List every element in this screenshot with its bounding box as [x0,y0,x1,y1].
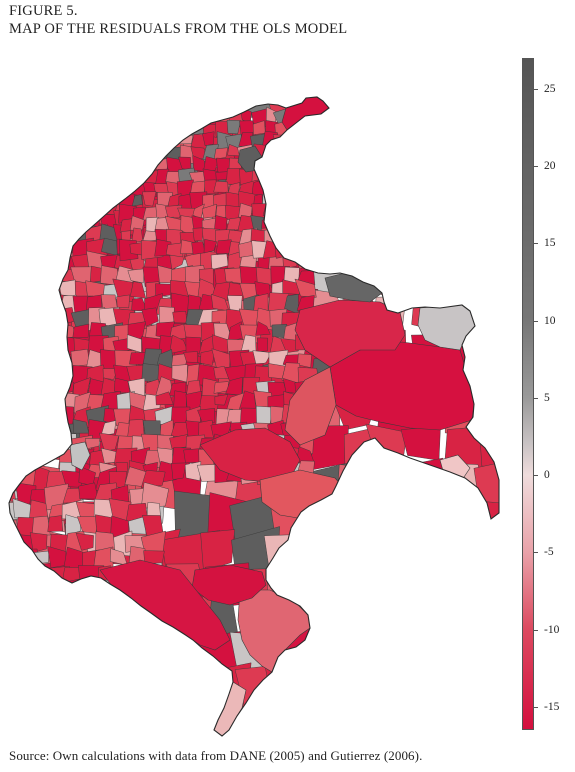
legend-tick-label: 5 [544,391,550,404]
municipality-cell [72,323,90,338]
municipality-cell [185,336,202,354]
legend-tick-label: -15 [544,700,560,713]
municipality-cell [165,242,184,258]
legend-tick-label: 20 [544,160,556,173]
municipality-cell [256,337,269,352]
municipality-cell [128,516,147,535]
legend-tick-mark [534,320,538,322]
legend-tick-label: 10 [544,314,556,327]
municipality-cell [253,293,269,313]
municipality-cell [184,461,202,481]
legend-tick-label: 15 [544,237,556,250]
legend-tick-mark [534,243,538,245]
municipality-cell [214,394,229,406]
legend-tick-mark [534,706,538,708]
region-vichada-west [284,366,337,446]
municipality-cell [129,242,144,256]
municipality-cell [197,408,216,423]
municipality-cell [200,349,216,366]
municipality-cell [65,514,82,536]
choropleth-map [0,50,500,740]
legend-tick-mark [534,552,538,554]
municipality-cell [202,156,219,173]
municipality-cell [183,448,202,464]
municipality-cell [29,532,48,553]
municipality-cell [100,420,117,437]
municipality-cell [215,171,229,181]
municipality-cell [141,307,159,327]
municipality-cell [280,338,299,353]
municipality-cell [31,515,51,536]
legend-tick-label: 0 [544,469,550,482]
municipality-cell [171,462,187,480]
municipality-cell [142,191,157,207]
municipality-cell [214,215,228,232]
legend-tick-mark [534,166,538,168]
legend-tick-label: -5 [544,546,554,559]
municipality-cell [282,279,301,295]
municipality-cell [192,227,205,242]
municipality-cell [183,351,198,363]
municipality-cell [297,353,312,368]
municipality-cell [129,215,145,231]
figure-title: MAP OF THE RESIDUALS FROM THE OLS MODEL [9,21,348,37]
municipality-cell [213,147,228,160]
municipality-cell [201,203,217,219]
figure-label: FIGURE 5. [9,3,78,19]
legend-tick-mark [534,397,538,399]
region-gray-west [69,441,91,471]
municipality-cell [116,294,130,309]
legend-tick-mark [534,629,538,631]
municipality-cell [47,515,64,532]
municipality-cell [169,322,188,340]
municipality-cell [84,438,101,449]
municipality-cell [255,321,271,336]
municipality-cell [120,230,131,242]
region-meta-central [199,427,301,483]
municipality-cell [294,278,317,298]
municipality-cell [213,180,229,193]
legend-tick-label: -10 [544,623,560,636]
municipality-cell [130,281,146,299]
legend-tick-mark [534,475,538,477]
municipality-cell [102,368,119,380]
municipality-cell [200,529,235,572]
figure-title-block: FIGURE 5. MAP OF THE RESIDUALS FROM THE … [9,2,347,38]
municipality-cell [70,348,90,367]
municipality-cell [202,131,215,147]
municipality-cell [226,119,241,135]
legend-tick-mark [534,88,538,90]
municipality-cell [172,311,188,324]
municipality-cell [239,120,257,137]
municipality-cell [203,239,217,254]
municipality-cell [127,268,145,284]
municipality-cell [131,194,143,207]
figure-source: Source: Own calculations with data from … [9,748,423,763]
municipality-cell [191,241,206,255]
municipality-cell [98,432,119,452]
legend-tick-label: 25 [544,82,556,95]
municipality-cell [252,350,272,367]
municipality-cell [155,391,174,406]
map-svg [0,50,500,740]
municipality-cell [75,532,94,551]
legend-colorbar [522,58,534,730]
municipality-cell [142,230,157,242]
